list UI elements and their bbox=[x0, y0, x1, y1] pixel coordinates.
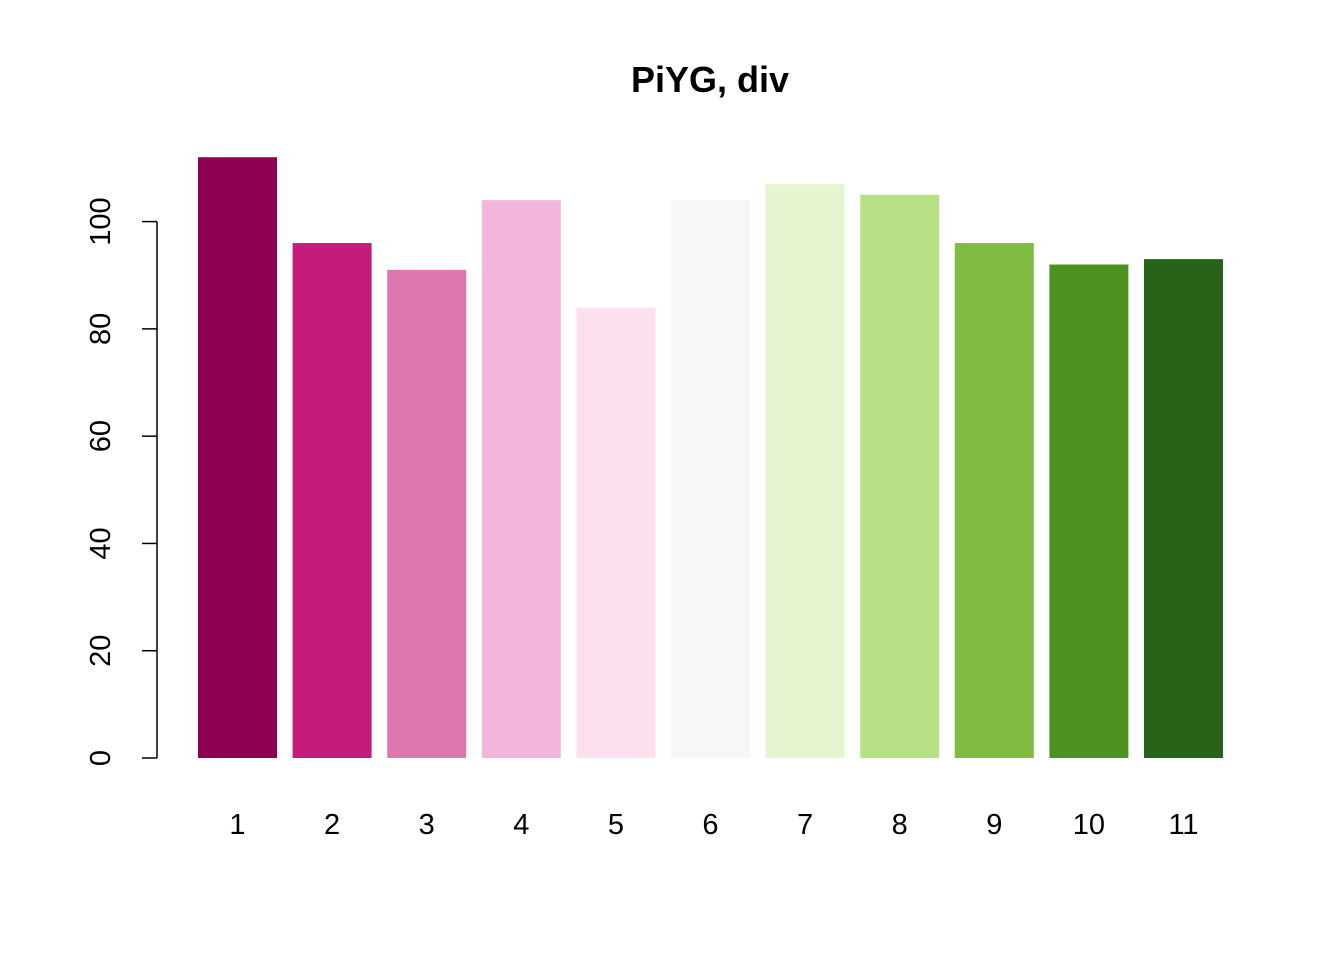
x-tick-label: 4 bbox=[513, 809, 529, 841]
y-tick-label: 60 bbox=[85, 420, 117, 452]
bar-9 bbox=[954, 243, 1034, 758]
bars-group bbox=[198, 157, 1223, 759]
y-tick-label: 40 bbox=[85, 527, 117, 559]
x-tick-label: 8 bbox=[892, 809, 908, 841]
x-tick-label: 11 bbox=[1168, 809, 1198, 841]
chart-title: PiYG, div bbox=[631, 59, 789, 100]
x-tick-label: 6 bbox=[702, 809, 718, 841]
x-tick-label: 3 bbox=[419, 809, 435, 841]
y-tick-label: 100 bbox=[85, 197, 117, 245]
x-tick-label: 1 bbox=[229, 809, 245, 841]
bar-1 bbox=[198, 157, 277, 758]
bar-4 bbox=[481, 200, 561, 759]
bar-6 bbox=[671, 200, 750, 759]
x-tick-label: 9 bbox=[986, 809, 1002, 841]
bar-3 bbox=[387, 269, 467, 758]
bar-2 bbox=[292, 243, 372, 758]
x-tick-label: 7 bbox=[797, 809, 813, 841]
x-tick-label: 10 bbox=[1073, 809, 1105, 841]
bar-5 bbox=[576, 307, 656, 758]
x-axis-labels: 1 2 3 4 5 6 7 8 9 10 11 bbox=[229, 809, 1198, 841]
bar-7 bbox=[765, 184, 845, 758]
y-axis: 0 20 40 60 80 100 bbox=[85, 197, 158, 766]
y-tick-label: 0 bbox=[85, 750, 117, 766]
y-tick-label: 20 bbox=[85, 635, 117, 667]
bar-10 bbox=[1049, 264, 1129, 758]
bar-8 bbox=[860, 194, 940, 758]
x-tick-label: 5 bbox=[608, 809, 624, 841]
y-tick-label: 80 bbox=[85, 313, 117, 345]
x-tick-label: 2 bbox=[324, 809, 340, 841]
bar-11 bbox=[1144, 259, 1223, 758]
